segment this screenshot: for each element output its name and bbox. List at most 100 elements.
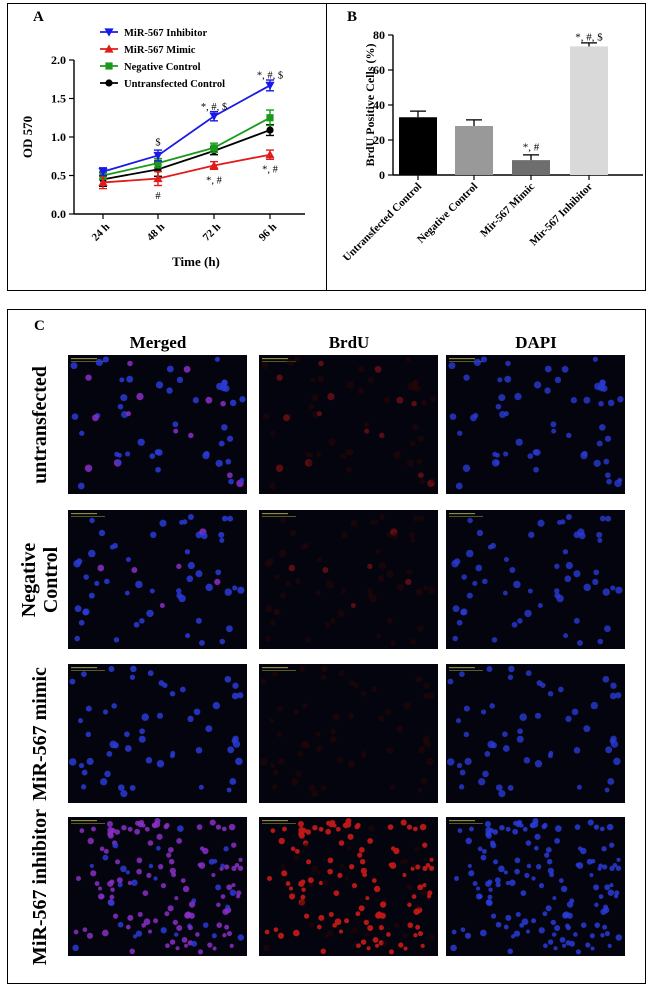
cell-nucleus bbox=[610, 682, 617, 689]
cell-nucleus bbox=[411, 894, 417, 899]
cell-nucleus bbox=[412, 379, 419, 386]
cell-nucleus bbox=[159, 519, 167, 527]
cell-nucleus bbox=[592, 356, 598, 362]
cell-nucleus bbox=[183, 365, 191, 373]
cell-nucleus bbox=[294, 848, 300, 854]
cell-nucleus bbox=[460, 609, 467, 616]
cell-nucleus bbox=[288, 893, 296, 900]
cell-nucleus bbox=[86, 932, 94, 939]
micrograph-background bbox=[68, 510, 247, 649]
cell-nucleus bbox=[270, 828, 276, 834]
cell-nucleus bbox=[261, 362, 269, 370]
scale-bar bbox=[449, 358, 475, 360]
scale-caption bbox=[262, 516, 296, 517]
micrograph-background bbox=[259, 510, 438, 649]
cell-nucleus bbox=[320, 674, 327, 680]
cell-nucleus bbox=[131, 879, 138, 887]
scale-bar bbox=[262, 513, 288, 515]
cell-nucleus bbox=[603, 458, 610, 465]
cell-nucleus bbox=[328, 438, 336, 446]
cell-nucleus bbox=[360, 691, 367, 697]
cell-nucleus bbox=[83, 574, 89, 580]
data-point bbox=[266, 114, 274, 122]
cell-nucleus bbox=[599, 826, 605, 832]
cell-nucleus bbox=[515, 911, 521, 917]
cell-nucleus bbox=[195, 617, 202, 624]
cell-nucleus bbox=[409, 531, 416, 538]
cell-nucleus bbox=[413, 933, 418, 938]
cell-nucleus bbox=[82, 609, 89, 616]
cell-nucleus bbox=[155, 466, 161, 473]
cell-nucleus bbox=[164, 911, 170, 917]
cell-nucleus bbox=[176, 925, 183, 932]
cell-nucleus bbox=[606, 478, 612, 485]
row-label-mir567-inhibitor: MiR-567 inhibitor bbox=[14, 808, 66, 964]
cell-nucleus bbox=[551, 428, 557, 434]
cell-nucleus bbox=[170, 750, 176, 756]
cell-nucleus bbox=[513, 580, 521, 589]
scale-bar bbox=[71, 667, 97, 669]
cell-nucleus bbox=[112, 542, 119, 549]
cell-nucleus bbox=[426, 757, 434, 766]
series-mir-567-inhibitor bbox=[98, 79, 275, 177]
micrograph-image bbox=[68, 664, 247, 803]
cell-nucleus bbox=[136, 868, 142, 875]
cell-nucleus bbox=[224, 924, 230, 930]
cell-nucleus bbox=[544, 365, 552, 373]
cell-nucleus bbox=[146, 872, 152, 879]
cell-nucleus bbox=[144, 826, 150, 832]
micrograph-merged-row-2 bbox=[68, 510, 247, 649]
cell-nucleus bbox=[180, 686, 186, 693]
cell-nucleus bbox=[495, 403, 502, 410]
cell-nucleus bbox=[428, 586, 436, 594]
cell-nucleus bbox=[228, 478, 234, 485]
cell-nucleus bbox=[371, 686, 377, 693]
cell-nucleus bbox=[86, 757, 94, 766]
cell-nucleus bbox=[406, 884, 413, 891]
cell-nucleus bbox=[615, 934, 622, 941]
cell-nucleus bbox=[547, 867, 554, 874]
cell-nucleus bbox=[288, 564, 296, 572]
cell-nucleus bbox=[590, 701, 599, 710]
cell-nucleus bbox=[531, 876, 536, 881]
cell-nucleus bbox=[79, 430, 85, 436]
cell-nucleus bbox=[106, 751, 113, 757]
cell-nucleus bbox=[337, 609, 345, 618]
cell-nucleus bbox=[470, 414, 477, 422]
significance-label: *, # bbox=[262, 165, 279, 176]
cell-nucleus bbox=[74, 635, 80, 642]
cell-nucleus bbox=[459, 769, 466, 776]
cell-nucleus bbox=[127, 914, 134, 921]
x-tick-label: 24 h bbox=[90, 221, 113, 244]
cell-nucleus bbox=[502, 590, 508, 596]
cell-nucleus bbox=[458, 784, 465, 790]
cell-nucleus bbox=[604, 787, 610, 793]
cell-nucleus bbox=[334, 918, 342, 926]
cell-nucleus bbox=[116, 460, 122, 466]
cell-nucleus bbox=[323, 934, 329, 939]
cell-nucleus bbox=[375, 943, 380, 948]
cell-nucleus bbox=[357, 387, 364, 394]
cell-nucleus bbox=[542, 911, 548, 917]
cell-nucleus bbox=[135, 930, 143, 937]
od570-line-chart: 0.0 0.5 1.0 1.5 2.0 24 h 48 h 72 h 96 h Time (h) O… bbox=[20, 28, 305, 269]
bar bbox=[455, 126, 493, 175]
cell-nucleus bbox=[422, 692, 430, 700]
cell-nucleus bbox=[548, 750, 554, 756]
cell-nucleus bbox=[90, 870, 97, 877]
cell-nucleus bbox=[560, 519, 566, 525]
data-point bbox=[210, 144, 218, 152]
cell-nucleus bbox=[361, 750, 367, 756]
cell-nucleus bbox=[107, 880, 114, 887]
cell-nucleus bbox=[107, 830, 114, 837]
cell-nucleus bbox=[325, 828, 332, 835]
series-line bbox=[102, 153, 271, 184]
cell-nucleus bbox=[510, 934, 516, 939]
cell-nucleus bbox=[482, 770, 489, 778]
cell-nucleus bbox=[410, 537, 416, 543]
cell-nucleus bbox=[576, 639, 583, 646]
cell-nucleus bbox=[379, 432, 385, 439]
cell-nucleus bbox=[379, 901, 387, 908]
cell-nucleus bbox=[308, 921, 315, 928]
cell-nucleus bbox=[227, 515, 234, 522]
